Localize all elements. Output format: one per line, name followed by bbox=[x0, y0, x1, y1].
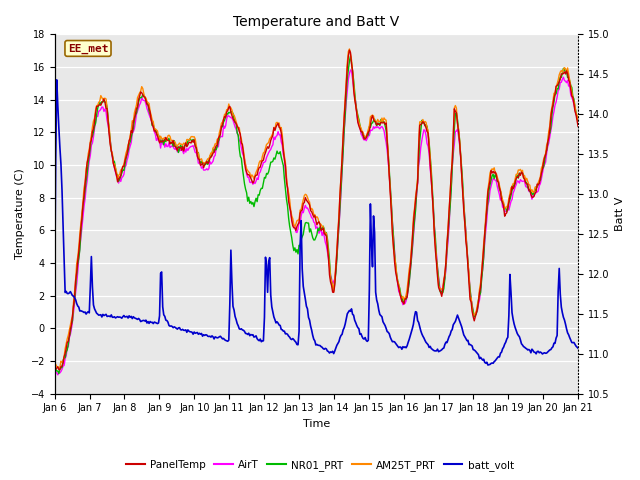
batt_volt bbox=[481, 360, 488, 365]
AM25T_PRT bbox=[51, 362, 58, 368]
Line: AirT: AirT bbox=[54, 70, 578, 375]
PanelTemp bbox=[51, 366, 58, 372]
PanelTemp bbox=[564, 71, 572, 77]
PanelTemp bbox=[482, 219, 490, 225]
AirT bbox=[347, 67, 355, 73]
AirT bbox=[300, 205, 308, 211]
Line: NR01_PRT: NR01_PRT bbox=[54, 56, 578, 373]
NR01_PRT bbox=[303, 220, 311, 226]
Legend: PanelTemp, AirT, NR01_PRT, AM25T_PRT, batt_volt: PanelTemp, AirT, NR01_PRT, AM25T_PRT, ba… bbox=[122, 456, 518, 475]
AirT bbox=[51, 368, 58, 373]
NR01_PRT bbox=[300, 225, 308, 230]
AM25T_PRT bbox=[364, 127, 372, 132]
Line: PanelTemp: PanelTemp bbox=[54, 50, 578, 370]
AM25T_PRT bbox=[300, 193, 308, 199]
AM25T_PRT bbox=[564, 65, 572, 71]
AirT bbox=[54, 372, 61, 378]
AirT bbox=[303, 205, 311, 211]
NR01_PRT bbox=[55, 371, 63, 376]
batt_volt bbox=[364, 338, 371, 344]
AirT bbox=[335, 223, 343, 229]
X-axis label: Time: Time bbox=[303, 419, 330, 429]
AM25T_PRT bbox=[346, 46, 353, 52]
AirT bbox=[564, 77, 572, 83]
AM25T_PRT bbox=[55, 365, 63, 371]
NR01_PRT bbox=[335, 222, 343, 228]
AirT bbox=[482, 228, 490, 233]
Line: batt_volt: batt_volt bbox=[54, 80, 578, 365]
Line: AM25T_PRT: AM25T_PRT bbox=[54, 49, 578, 368]
NR01_PRT bbox=[564, 74, 572, 80]
NR01_PRT bbox=[364, 132, 372, 138]
NR01_PRT bbox=[347, 53, 355, 59]
AM25T_PRT bbox=[335, 212, 343, 217]
PanelTemp bbox=[55, 367, 63, 372]
batt_volt bbox=[564, 330, 572, 336]
Text: EE_met: EE_met bbox=[68, 43, 108, 54]
PanelTemp bbox=[300, 200, 308, 205]
Title: Temperature and Batt V: Temperature and Batt V bbox=[233, 15, 399, 29]
batt_volt bbox=[574, 346, 582, 351]
PanelTemp bbox=[335, 216, 343, 222]
batt_volt bbox=[335, 339, 343, 345]
AirT bbox=[574, 116, 582, 122]
AM25T_PRT bbox=[574, 118, 582, 124]
AM25T_PRT bbox=[303, 194, 311, 200]
NR01_PRT bbox=[574, 119, 582, 125]
NR01_PRT bbox=[51, 367, 58, 373]
batt_volt bbox=[303, 306, 311, 312]
PanelTemp bbox=[364, 130, 372, 135]
Y-axis label: Batt V: Batt V bbox=[615, 197, 625, 231]
Y-axis label: Temperature (C): Temperature (C) bbox=[15, 168, 25, 259]
batt_volt bbox=[300, 289, 308, 295]
AM25T_PRT bbox=[482, 213, 490, 219]
PanelTemp bbox=[346, 47, 353, 53]
PanelTemp bbox=[303, 199, 311, 204]
batt_volt bbox=[51, 291, 58, 297]
NR01_PRT bbox=[482, 218, 490, 224]
batt_volt bbox=[53, 77, 61, 83]
batt_volt bbox=[484, 362, 492, 368]
AirT bbox=[364, 133, 372, 139]
PanelTemp bbox=[574, 123, 582, 129]
